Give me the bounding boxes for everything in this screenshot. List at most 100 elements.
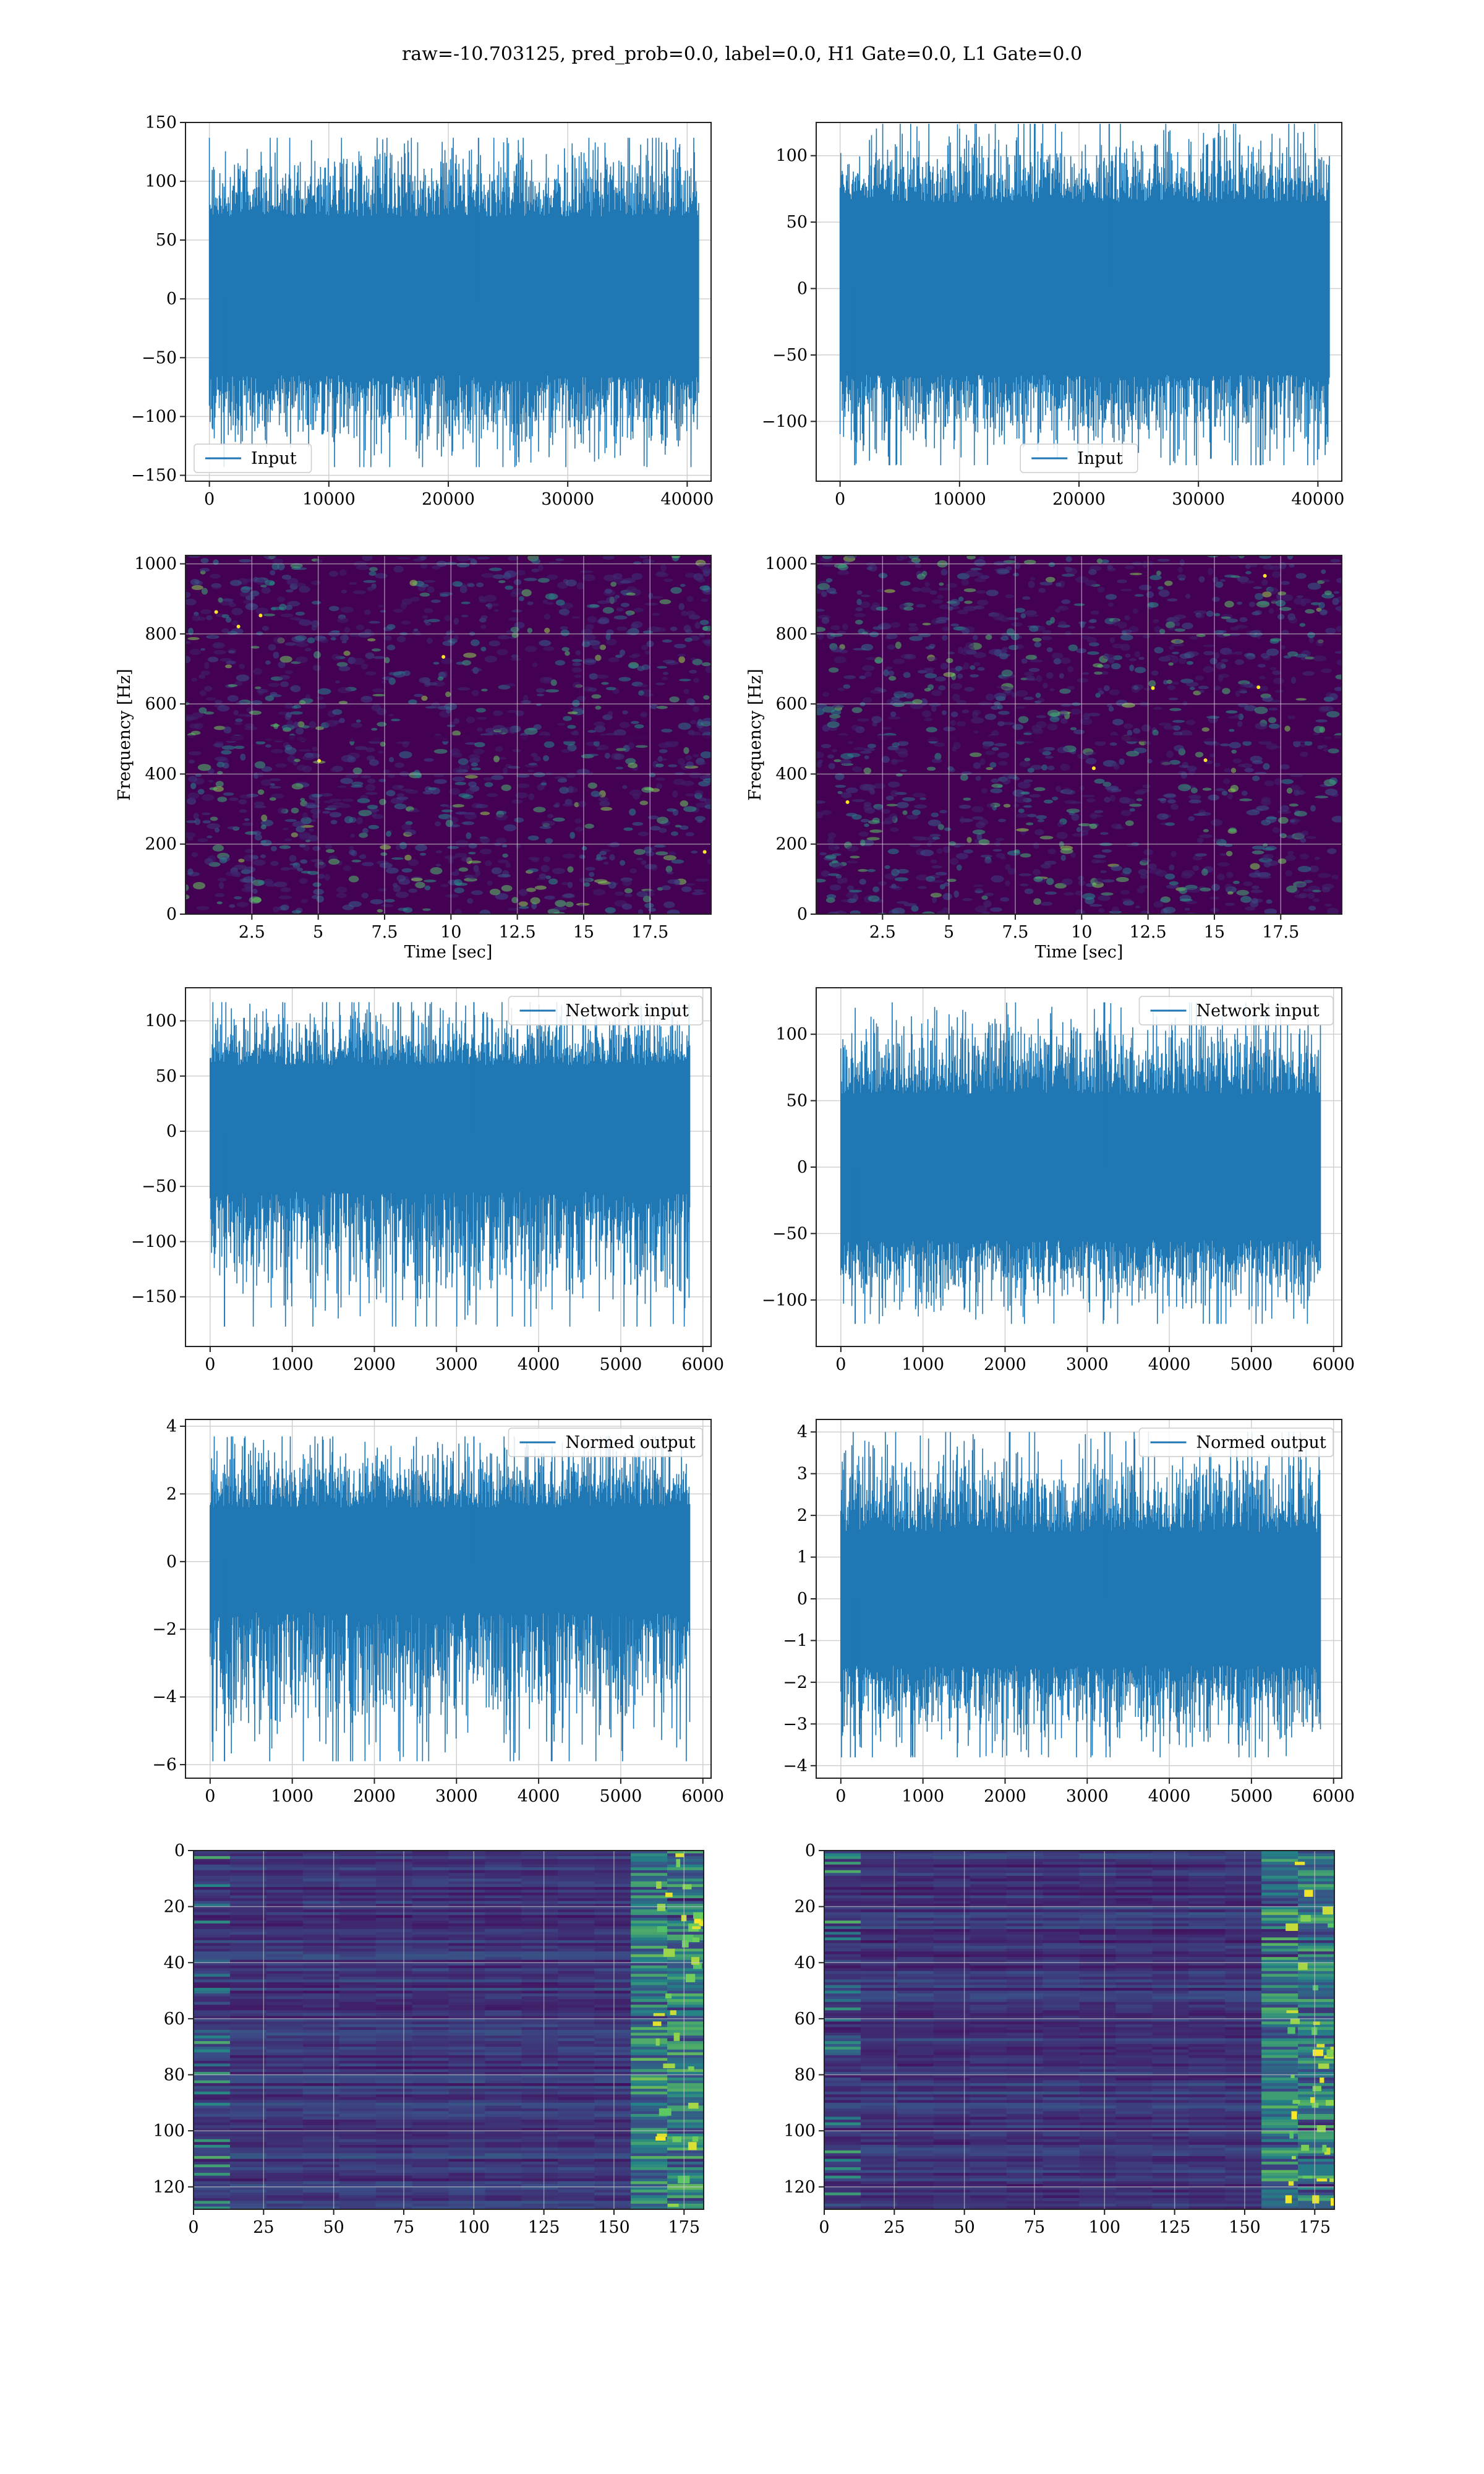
y-tick-label: −100: [762, 1291, 808, 1310]
legend: Normed output: [508, 1427, 703, 1457]
y-tick-label: 0: [797, 1590, 808, 1609]
x-tick-label: 50: [323, 2218, 344, 2237]
x-tick-label: 20000: [1052, 490, 1106, 509]
series-line: [208, 137, 699, 468]
y-tick-label: −1: [783, 1631, 808, 1650]
legend-label: Normed output: [566, 1433, 696, 1452]
x-tick-label: 1000: [271, 1355, 313, 1374]
y-tick-label: 120: [153, 2178, 185, 2197]
x-tick-label: 175: [1298, 2218, 1331, 2237]
x-tick-label: 2.5: [869, 923, 896, 942]
x-tick-label: 2000: [353, 1787, 396, 1806]
chart-input-left: 0 10000 20000 30000 40000 −150 −100 −50 0 50 100 15…: [131, 113, 714, 509]
axes-frame: [816, 555, 1342, 915]
y-tick-label: −4: [152, 1688, 177, 1707]
x-tick-label: 150: [1229, 2218, 1261, 2237]
y-tick-label: 3: [797, 1465, 808, 1484]
heatmap-cells: [186, 555, 711, 914]
y-tick-label: −50: [772, 1224, 808, 1243]
x-tick-label: 40000: [1291, 490, 1344, 509]
y-tick-label: −100: [131, 1232, 177, 1251]
y-tick-label: 80: [795, 2066, 816, 2085]
legend-label: Input: [251, 449, 297, 468]
x-tick-label: 4000: [1148, 1787, 1191, 1806]
y-tick-label: 80: [164, 2066, 185, 2085]
y-tick-label: −50: [772, 346, 808, 365]
x-tick-label: 5000: [1230, 1355, 1273, 1374]
y-tick-label: 150: [145, 113, 177, 132]
chart-spec-right: 2.5 5 7.5 10 12.5 15 17.5 0 200 400 600 800 1000 Time…: [746, 555, 1342, 962]
legend: Network input: [508, 996, 703, 1025]
x-tick-label: 125: [1159, 2218, 1191, 2237]
x-tick-label: 1000: [271, 1787, 313, 1806]
chart-features-left: 0 25 50 75 100 125 150 175 0 20 40 60 80 100 120: [153, 1841, 704, 2237]
legend: Input: [194, 443, 312, 473]
y-tick-label: 40: [795, 1953, 816, 1972]
x-tick-label: 4000: [518, 1787, 560, 1806]
x-tick-label: 6000: [1312, 1355, 1355, 1374]
heatmap-cells: [816, 555, 1342, 914]
y-tick-label: 50: [156, 231, 177, 250]
y-tick-label: −100: [762, 412, 808, 431]
x-tick-label: 3000: [435, 1355, 478, 1374]
y-tick-label: 100: [775, 1025, 808, 1044]
x-tick-label: 75: [393, 2218, 414, 2237]
y-tick-label: 0: [166, 905, 177, 924]
y-tick-label: −2: [152, 1620, 177, 1639]
x-tick-label: 4000: [1148, 1355, 1191, 1374]
x-tick-label: 5: [313, 923, 323, 942]
y-tick-label: 800: [775, 625, 808, 644]
axes-frame: [185, 1419, 712, 1779]
x-tick-label: 30000: [541, 490, 594, 509]
x-tick-label: 5000: [1230, 1787, 1273, 1806]
x-axis-label: Time [sec]: [404, 943, 493, 962]
axes-frame: [185, 555, 712, 915]
x-tick-label: 2000: [984, 1787, 1026, 1806]
y-tick-label: 0: [166, 1122, 177, 1141]
x-tick-label: 3000: [1066, 1787, 1109, 1806]
series-line: [840, 1432, 1321, 1758]
y-tick-label: 20: [795, 1898, 816, 1917]
y-axis-label: Frequency [Hz]: [115, 669, 134, 800]
y-tick-label: 0: [174, 1841, 185, 1860]
x-tick-label: 5: [944, 923, 954, 942]
y-tick-label: 1: [797, 1548, 808, 1567]
y-tick-label: 100: [153, 2121, 185, 2141]
x-tick-label: 3000: [435, 1787, 478, 1806]
x-tick-label: 125: [528, 2218, 560, 2237]
x-tick-label: 10000: [302, 490, 356, 509]
legend-label: Network input: [566, 1001, 689, 1021]
chart-features-right: 0 25 50 75 100 125 150 175 0 20 40 60 80 100 120: [783, 1841, 1335, 2237]
x-tick-label: 100: [458, 2218, 490, 2237]
y-tick-label: 100: [145, 1012, 177, 1031]
x-tick-label: 6000: [1312, 1787, 1355, 1806]
x-tick-label: 0: [835, 490, 845, 509]
y-tick-label: 60: [795, 2010, 816, 2029]
x-tick-label: 15: [573, 923, 594, 942]
x-tick-label: 5000: [600, 1355, 642, 1374]
x-tick-label: 7.5: [371, 923, 398, 942]
y-tick-label: 0: [805, 1841, 816, 1860]
y-tick-label: 600: [145, 695, 177, 714]
x-tick-label: 2000: [984, 1355, 1026, 1374]
chart-network-left: 0 1000 2000 3000 4000 5000 6000 −150 −100 −50 0 50 1…: [131, 987, 724, 1374]
figure-title: raw=-10.703125, pred_prob=0.0, label=0.0…: [401, 43, 1083, 65]
y-tick-label: 0: [797, 905, 808, 924]
y-tick-label: 100: [775, 147, 808, 166]
x-tick-label: 2000: [353, 1355, 396, 1374]
x-tick-label: 10: [1071, 923, 1092, 942]
y-tick-label: 400: [775, 764, 808, 784]
y-tick-label: 4: [797, 1423, 808, 1442]
axes-frame: [824, 1850, 1335, 2210]
x-tick-label: 1000: [902, 1355, 944, 1374]
x-tick-label: 10000: [933, 490, 986, 509]
legend-label: Network input: [1196, 1001, 1320, 1021]
series-line: [210, 1002, 691, 1327]
x-tick-label: 6000: [681, 1787, 724, 1806]
x-tick-label: 17.5: [1262, 923, 1299, 942]
x-tick-label: 20000: [422, 490, 475, 509]
legend-label: Input: [1077, 449, 1123, 468]
y-tick-label: 100: [783, 2121, 816, 2141]
legend-label: Normed output: [1196, 1433, 1326, 1452]
x-tick-label: 10: [440, 923, 461, 942]
